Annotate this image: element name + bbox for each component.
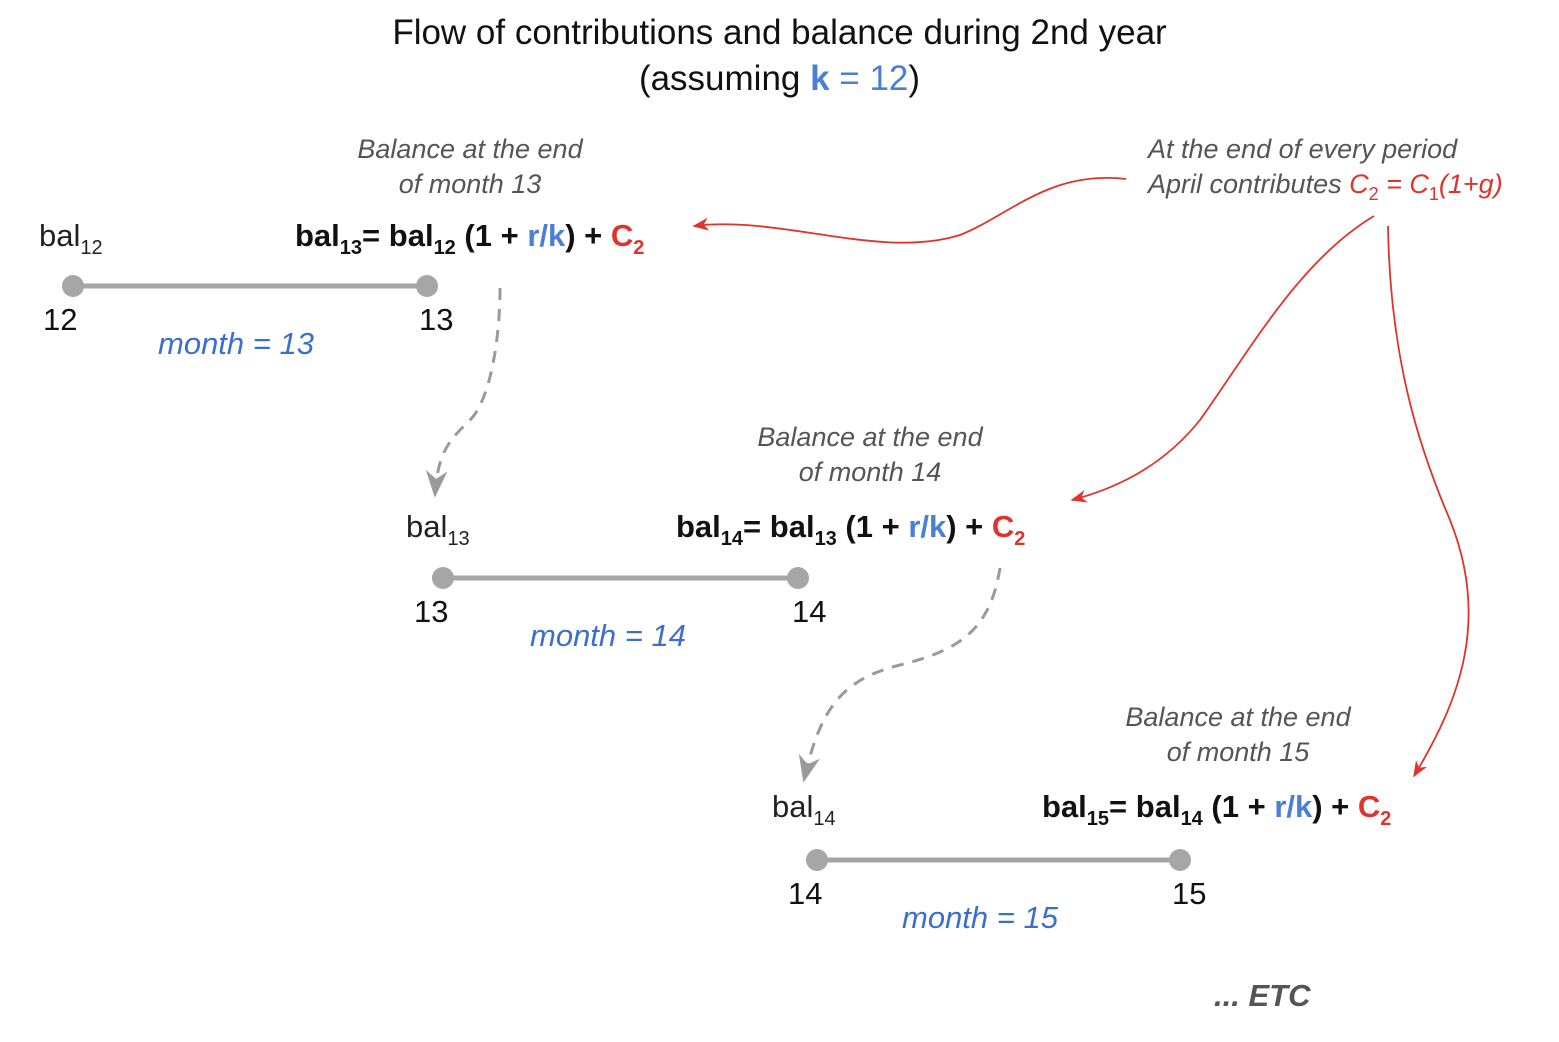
formula-rhs-sub: 12 bbox=[433, 237, 456, 259]
timeline-end-dot bbox=[1169, 849, 1191, 871]
formula-c: C bbox=[1357, 789, 1381, 824]
step-14-start-balance: bal13 bbox=[406, 509, 470, 549]
timeline-start-dot bbox=[806, 849, 828, 871]
formula-c: C bbox=[610, 218, 634, 253]
formula-bal: bal bbox=[388, 218, 434, 253]
diagram-subtitle: (assuming k = 12) bbox=[0, 58, 1559, 100]
formula-c-sub: 2 bbox=[1380, 808, 1392, 830]
contribution-arrow-to-month-15 bbox=[1387, 225, 1470, 778]
step-14-month-label: month = 14 bbox=[530, 618, 686, 653]
formula-bal: bal bbox=[769, 509, 815, 544]
step-13-end-tick: 13 bbox=[419, 302, 454, 337]
etc-label: ... ETC bbox=[1214, 978, 1311, 1013]
step-15-start-tick: 14 bbox=[788, 876, 823, 911]
contribution-note: At the end of every period April contrib… bbox=[1148, 132, 1503, 203]
timeline-end-dot bbox=[787, 567, 809, 589]
step-15-note: Balance at the end of month 15 bbox=[1098, 700, 1378, 770]
formula-bal: bal bbox=[1135, 789, 1181, 824]
step-15-end-tick: 15 bbox=[1172, 876, 1207, 911]
subtitle-prefix: (assuming bbox=[638, 59, 811, 98]
step-15-note-line-1: Balance at the end bbox=[1125, 702, 1351, 732]
subtitle-k-value: = 12 bbox=[829, 59, 909, 98]
timeline-start-dot bbox=[62, 275, 84, 297]
step-13-note-line-2: of month 13 bbox=[398, 169, 542, 199]
contribution-eq: = C bbox=[1378, 169, 1429, 199]
formula-contribution: C2 bbox=[610, 218, 645, 258]
diagram-title: Flow of contributions and balance during… bbox=[0, 12, 1559, 54]
formula-rate: r/k bbox=[527, 218, 566, 253]
formula-eq: = bbox=[1109, 789, 1136, 824]
subtitle-k: k bbox=[810, 59, 830, 98]
bal-text: bal bbox=[39, 218, 81, 253]
formula-contribution: C2 bbox=[1357, 789, 1392, 829]
title-line-1: Flow of contributions and balance during… bbox=[392, 13, 1167, 52]
formula-close: ) + bbox=[1312, 789, 1358, 824]
step-14-end-tick: 14 bbox=[792, 594, 827, 629]
contribution-note-line-2: April contributes C2 = C1(1+g) bbox=[1148, 167, 1503, 203]
subtitle-suffix: ) bbox=[908, 59, 921, 98]
formula-bal: bal bbox=[1042, 789, 1087, 824]
formula-bal: bal bbox=[295, 218, 340, 253]
timeline-end-dot bbox=[416, 275, 438, 297]
step-13-month-label: month = 13 bbox=[158, 326, 314, 361]
step-14-note: Balance at the end of month 14 bbox=[730, 420, 1010, 490]
timeline-month-15 bbox=[806, 849, 1191, 871]
contribution-note-line-1: At the end of every period bbox=[1148, 134, 1458, 164]
timeline-start-dot bbox=[432, 567, 454, 589]
contribution-note-prefix: April contributes bbox=[1148, 169, 1350, 199]
step-13-note-line-1: Balance at the end bbox=[357, 134, 583, 164]
formula-contribution: C2 bbox=[991, 509, 1026, 549]
contribution-arrow-to-month-13 bbox=[692, 176, 1127, 244]
bal-text: bal bbox=[772, 789, 814, 824]
formula-c: C bbox=[991, 509, 1015, 544]
formula-open: (1 + bbox=[455, 218, 528, 253]
step-14-note-line-1: Balance at the end bbox=[757, 422, 983, 452]
formula-c-sub: 2 bbox=[633, 237, 645, 259]
step-14-formula: bal14= bal13 (1 + r/k) + C2 bbox=[676, 509, 1026, 549]
bal-subscript: 12 bbox=[80, 237, 103, 259]
bal-subscript: 14 bbox=[813, 808, 836, 830]
timeline-month-13 bbox=[62, 275, 438, 297]
bal-text: bal bbox=[406, 509, 448, 544]
carry-over-arrow-13-to-14 bbox=[425, 287, 502, 498]
formula-bal: bal bbox=[676, 509, 721, 544]
contribution-c1-sub: 1 bbox=[1428, 184, 1439, 204]
formula-lhs-sub: 13 bbox=[339, 237, 363, 259]
step-14-start-tick: 13 bbox=[414, 594, 449, 629]
step-14-note-line-2: of month 14 bbox=[798, 457, 942, 487]
contribution-c: C bbox=[1349, 169, 1369, 199]
bal-subscript: 13 bbox=[447, 528, 470, 550]
formula-open: (1 + bbox=[1202, 789, 1275, 824]
formula-lhs-sub: 15 bbox=[1086, 808, 1110, 830]
formula-c-sub: 2 bbox=[1014, 528, 1026, 550]
formula-rhs-sub: 14 bbox=[1180, 808, 1203, 830]
formula-open: (1 + bbox=[836, 509, 909, 544]
step-15-month-label: month = 15 bbox=[902, 900, 1058, 935]
step-15-start-balance: bal14 bbox=[772, 789, 836, 829]
formula-close: ) + bbox=[565, 218, 611, 253]
step-15-note-line-2: of month 15 bbox=[1166, 737, 1310, 767]
formula-rate: r/k bbox=[1274, 789, 1313, 824]
timeline-month-14 bbox=[432, 567, 809, 589]
formula-close: ) + bbox=[946, 509, 992, 544]
carry-over-arrow-14-to-15 bbox=[798, 567, 1002, 783]
formula-rhs-sub: 13 bbox=[814, 528, 837, 550]
step-13-note: Balance at the end of month 13 bbox=[330, 132, 610, 202]
step-13-start-tick: 12 bbox=[43, 302, 78, 337]
step-13-start-balance: bal12 bbox=[39, 218, 103, 258]
contribution-growth: (1+g) bbox=[1438, 169, 1503, 199]
contribution-c-sub: 2 bbox=[1368, 184, 1379, 204]
formula-rate: r/k bbox=[908, 509, 947, 544]
step-13-formula: bal13= bal12 (1 + r/k) + C2 bbox=[295, 218, 645, 258]
step-15-formula: bal15= bal14 (1 + r/k) + C2 bbox=[1042, 789, 1392, 829]
formula-lhs-sub: 14 bbox=[720, 528, 744, 550]
formula-eq: = bbox=[743, 509, 770, 544]
formula-eq: = bbox=[362, 218, 389, 253]
contribution-formula: C2 = C1(1+g) bbox=[1349, 169, 1503, 203]
contribution-arrow-to-month-14 bbox=[1070, 215, 1375, 503]
